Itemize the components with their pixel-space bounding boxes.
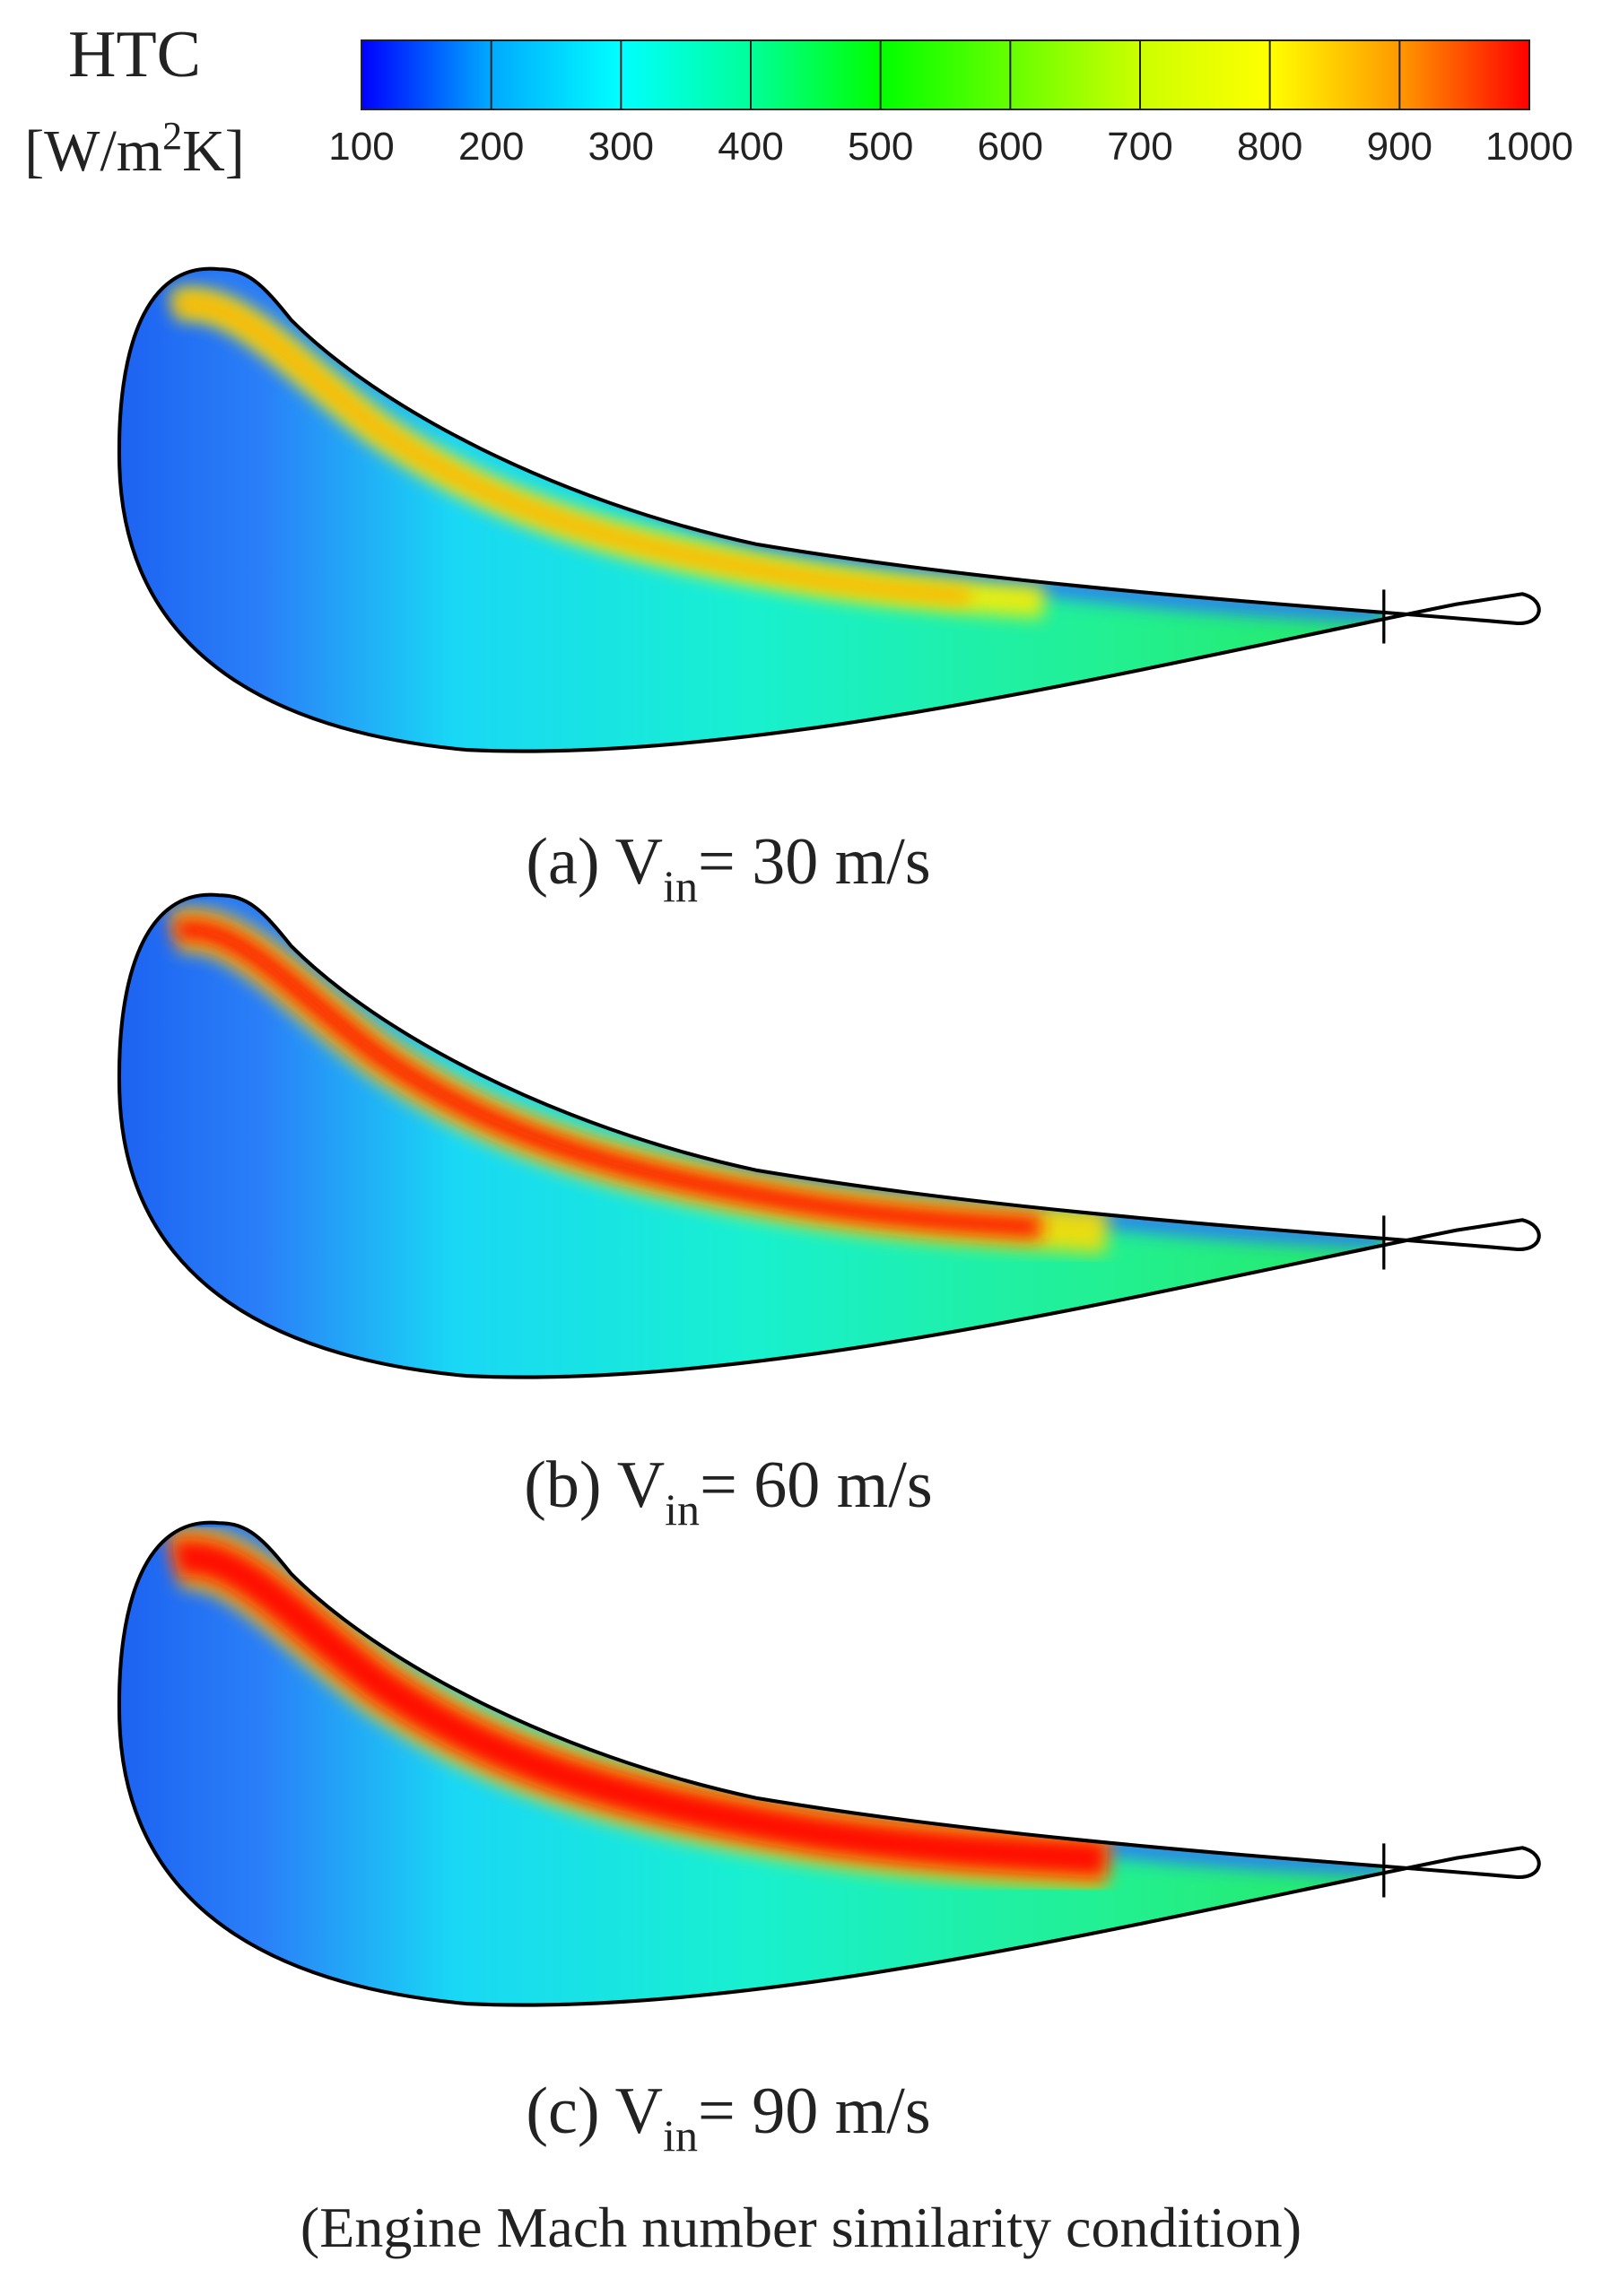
panels: (a) Vin= 30 m/s(b) Vin= 60 m/s(c) Vin= 9…: [117, 266, 1541, 2161]
high-htc-band: [172, 296, 1108, 613]
colorbar-tick-label: 200: [458, 125, 524, 169]
caption-part: (c) V: [526, 2074, 663, 2148]
colorbar-tick-label: 300: [588, 125, 654, 169]
htc-contour: [117, 892, 1541, 1379]
colorbar: 100 200 300 400 500 600 700 800 900 1000: [328, 39, 1573, 169]
colorbar-tick-label: 100: [328, 125, 394, 169]
panel-caption: (a) Vin= 30 m/s: [526, 825, 930, 911]
colorbar-tick-label: 800: [1237, 125, 1302, 169]
caption-subscript: in: [663, 861, 698, 911]
panel-caption: (c) Vin= 90 m/s: [526, 2074, 930, 2161]
colorbar-tick-label: 700: [1107, 125, 1172, 169]
caption-subscript: in: [665, 1484, 700, 1535]
htc-contour: [117, 266, 1541, 753]
colorbar-title: HTC: [68, 18, 201, 91]
high-htc-band: [170, 1538, 1109, 1879]
colorbar-tick-label: 400: [718, 125, 783, 169]
caption-part: (a) V: [526, 825, 663, 899]
caption-part: (b) V: [524, 1448, 665, 1522]
colorbar-tick-label: 1000: [1485, 125, 1573, 169]
colorbar-fill: [361, 39, 1530, 110]
caption-part: = 90 m/s: [698, 2074, 931, 2148]
unit-part: [W/m: [24, 118, 162, 184]
unit-superscript: 2: [162, 114, 182, 158]
colorbar-tick-label: 900: [1367, 125, 1432, 169]
colorbar-unit: [W/m2K]: [24, 114, 245, 184]
caption-part: = 30 m/s: [698, 825, 931, 899]
unit-part: K]: [182, 118, 245, 184]
htc-contour: [117, 1520, 1541, 2007]
blade-outline: [117, 266, 1541, 753]
colorbar-tick-label: 500: [848, 125, 913, 169]
footer: (Engine Mach number similarity condition…: [300, 2196, 1302, 2259]
panel-caption: (b) Vin= 60 m/s: [524, 1448, 932, 1535]
blade-outline: [117, 1520, 1541, 2007]
blade-outline: [117, 892, 1541, 1379]
high-htc-band: [171, 918, 1109, 1244]
caption-part: = 60 m/s: [700, 1448, 933, 1522]
colorbar-tick-label: 600: [978, 125, 1043, 169]
caption-subscript: in: [663, 2110, 698, 2161]
